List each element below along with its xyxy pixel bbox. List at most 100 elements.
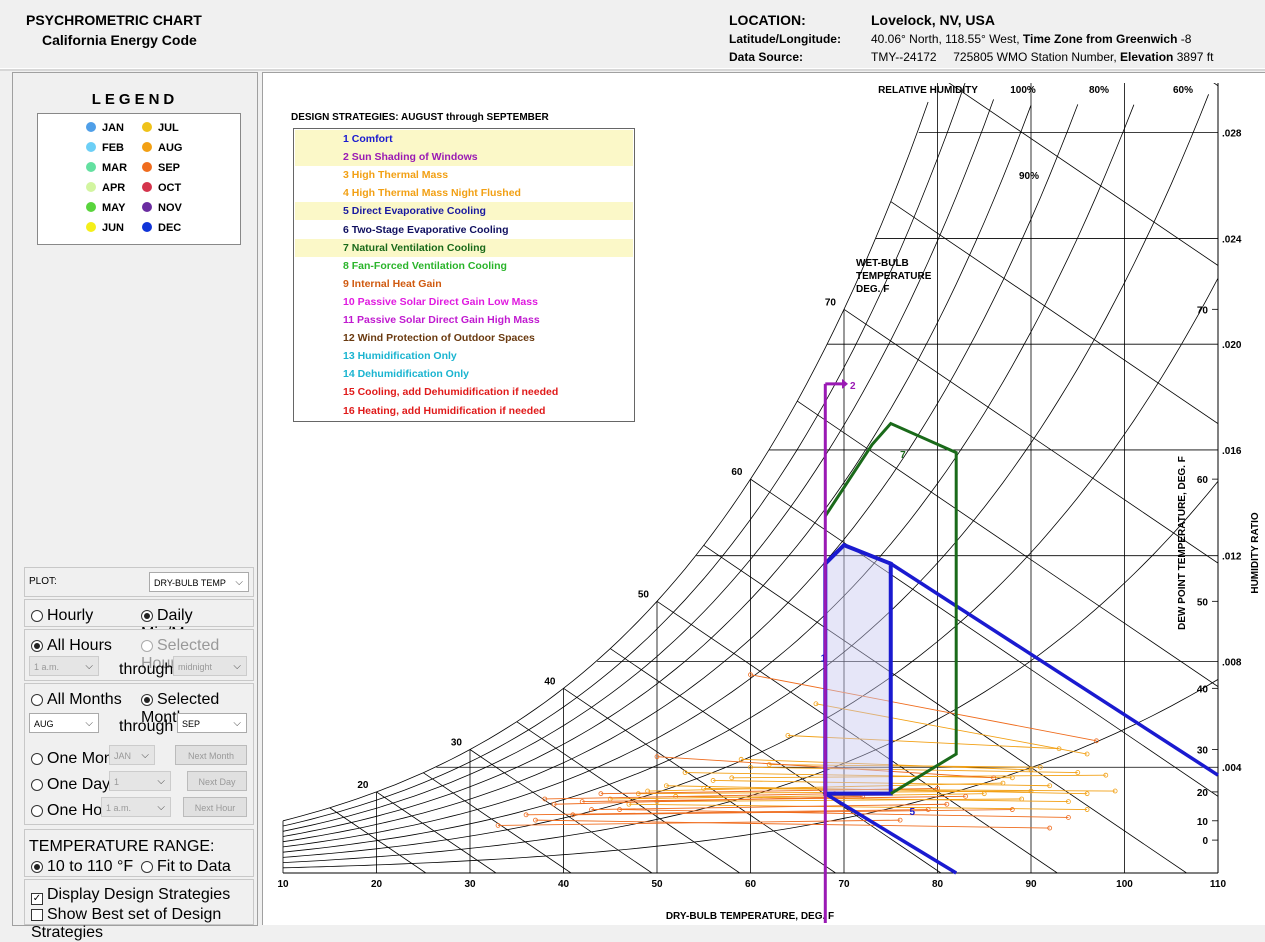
all-hours-radio[interactable]: All Hours	[31, 637, 112, 655]
design-strategy-label: 9 Internal Heat Gain	[343, 275, 442, 293]
one-day-label: One Day	[47, 776, 110, 793]
fit-to-data-radio[interactable]: Fit to Data	[141, 858, 231, 876]
legend-dot-icon	[86, 142, 96, 152]
humidity-tick-label: .004	[1222, 763, 1242, 774]
evap-zone-upper	[891, 564, 1218, 776]
design-strategies-title: DESIGN STRATEGIES: AUGUST through SEPTEM…	[291, 112, 549, 123]
display-ds-label: Display Design Strategies	[47, 886, 230, 903]
legend-item-jul: JUL	[142, 122, 179, 134]
x-axis-label: DRY-BULB TEMPERATURE, DEG. F	[666, 911, 834, 922]
design-strategy-label: 3 High Thermal Mass	[343, 166, 448, 184]
one-day-value: 1	[114, 777, 119, 787]
design-strategy-row: 11 Passive Solar Direct Gain High Mass	[295, 311, 633, 329]
header-divider	[0, 68, 1265, 71]
header: PSYCHROMETRIC CHART California Energy Co…	[0, 0, 1265, 68]
chart-subtitle: California Energy Code	[42, 32, 197, 48]
radio-icon	[31, 694, 43, 706]
design-strategy-label: 12 Wind Protection of Outdoor Spaces	[343, 329, 535, 347]
next-day-button[interactable]: Next Day	[187, 771, 247, 791]
humidity-tick-label: .024	[1222, 234, 1242, 245]
evap-zone-label: 5	[909, 807, 915, 818]
arrow-right-icon	[842, 379, 848, 389]
design-strategy-row: 7 Natural Ventilation Cooling	[295, 239, 633, 257]
design-strategy-row: 3 High Thermal Mass	[295, 166, 633, 184]
location-label: LOCATION:	[729, 12, 806, 28]
legend-title: LEGEND	[13, 91, 257, 108]
plot-select[interactable]: DRY-BULB TEMP⌵	[149, 572, 249, 592]
legend-dot-icon	[86, 222, 96, 232]
one-day-select[interactable]: 1⌵	[109, 771, 171, 791]
radio-icon	[31, 805, 43, 817]
rh-label: 90%	[1019, 171, 1039, 182]
chevron-down-icon: ⌵	[85, 714, 93, 734]
design-strategy-row: 14 Dehumidification Only	[295, 365, 633, 383]
x-tick-label: 10	[277, 879, 289, 890]
latlon-text: 40.06° North, 118.55° West,	[871, 32, 1020, 46]
dew-point-tick-label: 30	[1197, 746, 1209, 757]
next-month-button[interactable]: Next Month	[175, 745, 247, 765]
wet-bulb-line	[1031, 73, 1265, 873]
elevation-label: Elevation	[1120, 50, 1173, 64]
design-strategy-label: 8 Fan-Forced Ventilation Cooling	[343, 257, 507, 275]
wet-bulb-line	[377, 792, 496, 873]
months-section: All Months Selected Months AUG⌵ through …	[24, 683, 254, 825]
legend-month-label: JUL	[158, 122, 179, 134]
wet-bulb-label: 80	[918, 73, 930, 74]
design-strategy-label: 4 High Thermal Mass Night Flushed	[343, 184, 521, 202]
next-hour-button[interactable]: Next Hour	[183, 797, 247, 817]
design-strategy-label: 13 Humidification Only	[343, 347, 457, 365]
resolution-section: Hourly Daily Min/Max	[24, 599, 254, 627]
plot-section: PLOT: DRY-BULB TEMP⌵	[24, 567, 254, 597]
design-strategy-label: 6 Two-Stage Evaporative Cooling	[343, 221, 509, 239]
legend-dot-icon	[142, 142, 152, 152]
all-months-radio[interactable]: All Months	[31, 691, 122, 709]
wet-bulb-axis-label: WET-BULB	[856, 258, 909, 269]
hour-from-select[interactable]: 1 a.m.⌵	[29, 656, 99, 676]
x-tick-label: 80	[932, 879, 944, 890]
hour-to-select[interactable]: midnight⌵	[173, 656, 247, 676]
temp-range-label: TEMPERATURE RANGE:	[29, 838, 215, 856]
legend-dot-icon	[86, 202, 96, 212]
hourly-radio[interactable]: Hourly	[31, 607, 93, 625]
legend-month-label: FEB	[102, 142, 124, 154]
display-section: ✓Display Design Strategies Show Best set…	[24, 879, 254, 925]
radio-selected-icon	[141, 694, 153, 706]
rh-axis-label: RELATIVE HUMIDITY	[878, 85, 978, 96]
design-strategy-row: 12 Wind Protection of Outdoor Spaces	[295, 329, 633, 347]
design-strategy-row: 4 High Thermal Mass Night Flushed	[295, 184, 633, 202]
x-tick-label: 100	[1116, 879, 1133, 890]
wet-bulb-label: 70	[825, 297, 837, 308]
range-10-110-radio[interactable]: 10 to 110 °F	[31, 858, 133, 876]
one-day-radio[interactable]: One Day	[31, 776, 110, 794]
legend-month-label: JAN	[102, 122, 124, 134]
x-tick-label: 40	[558, 879, 570, 890]
month-from-select[interactable]: AUG ⌵	[29, 713, 99, 733]
chevron-down-icon: ⌵	[235, 573, 243, 593]
legend-month-label: MAR	[102, 162, 127, 174]
all-hours-label: All Hours	[47, 637, 112, 654]
dew-point-tick-label: 50	[1197, 597, 1209, 608]
one-hour-select[interactable]: 1 a.m.⌵	[101, 797, 171, 817]
month-to-select[interactable]: SEP⌵	[177, 713, 247, 733]
range-b-label: Fit to Data	[157, 858, 231, 875]
display-ds-checkbox[interactable]: ✓Display Design Strategies	[31, 886, 230, 905]
legend-month-label: NOV	[158, 202, 182, 214]
design-strategy-label: 2 Sun Shading of Windows	[343, 148, 478, 166]
chevron-down-icon: ⌵	[233, 714, 241, 734]
source-label: Data Source:	[729, 50, 803, 64]
one-month-select[interactable]: JAN⌵	[109, 745, 155, 765]
month-from-value: AUG	[34, 719, 54, 729]
legend-month-label: SEP	[158, 162, 180, 174]
legend-item-dec: DEC	[142, 222, 181, 234]
design-strategy-row: 15 Cooling, add Dehumidification if need…	[295, 383, 633, 401]
humidity-tick-label: .012	[1222, 552, 1242, 563]
legend-item-nov: NOV	[142, 202, 182, 214]
show-best-checkbox[interactable]: Show Best set of Design Strategies	[31, 906, 253, 942]
legend-item-jun: JUN	[86, 222, 124, 234]
wet-bulb-line	[938, 75, 1265, 873]
design-strategy-row: 8 Fan-Forced Ventilation Cooling	[295, 257, 633, 275]
legend-dot-icon	[86, 182, 96, 192]
